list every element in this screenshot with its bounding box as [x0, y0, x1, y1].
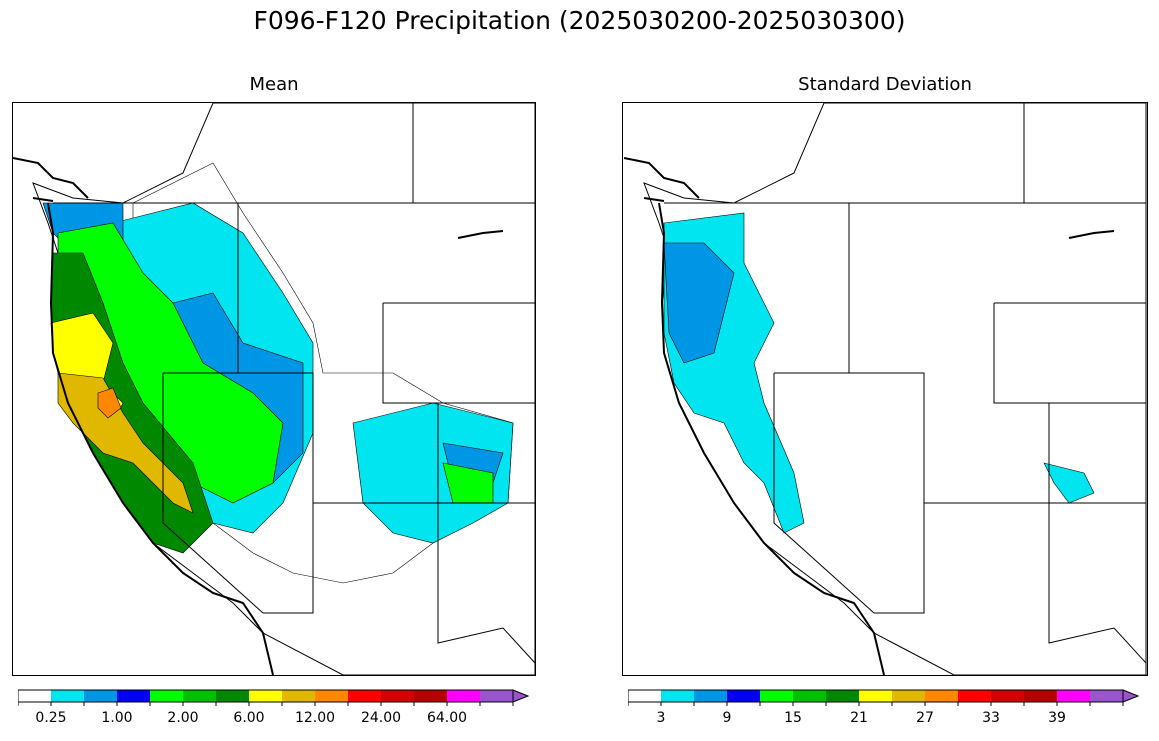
mean-colorbar-segment: [480, 690, 513, 702]
mean-colorbar-label: 12.00: [295, 710, 335, 726]
mean-colorbar-segment: [315, 690, 348, 702]
std-colorbar-segment: [661, 690, 694, 702]
std-colorbar-label: 39: [1048, 710, 1066, 726]
std-colorbar-label: 21: [850, 710, 868, 726]
mean-colorbar-label: 24.00: [361, 710, 401, 726]
std-colorbar-segment: [694, 690, 727, 702]
std-colorbar-segment: [1090, 690, 1123, 702]
mean-colorbar-segment: [216, 690, 249, 702]
puget-sound: [623, 157, 700, 202]
std-colorbar: 3 9 15 21 27 33 39: [628, 689, 1140, 726]
mean-colorbar-label: 6.00: [233, 710, 264, 726]
std-panel-title: Standard Deviation: [798, 74, 972, 95]
mean-colorbar-segment: [381, 690, 414, 702]
basin-region-colorado: [352, 402, 514, 544]
std-colorbar-segment: [958, 690, 991, 702]
std-colorbar-label: 3: [657, 710, 666, 726]
std-colorbar-label: 15: [784, 710, 802, 726]
mean-colorbar-segment: [183, 690, 216, 702]
mean-panel-title: Mean: [249, 74, 299, 95]
mean-colorbar-segment: [18, 690, 51, 702]
mean-colorbar-label: 1.00: [101, 710, 132, 726]
state-boundaries: [53, 103, 535, 664]
std-colorbar-segment: [793, 690, 826, 702]
std-region-blue: [663, 242, 735, 364]
std-colorbar-label: 9: [723, 710, 732, 726]
std-map-svg: [623, 103, 1147, 675]
coastline: [658, 202, 885, 675]
std-colorbar-segment: [892, 690, 925, 702]
great-lake-north: [457, 230, 504, 239]
std-colorbar-label: 33: [982, 710, 1000, 726]
state-boundaries: [664, 103, 1147, 664]
mean-colorbar-segment: [249, 690, 282, 702]
std-colorbar-segment: [925, 690, 958, 702]
std-colorbar-segment: [826, 690, 859, 702]
std-colorbar-segment: [1057, 690, 1090, 702]
mean-map: [12, 102, 536, 676]
std-colorbar-segment: [760, 690, 793, 702]
mean-colorbar-segment: [51, 690, 84, 702]
mean-colorbar-segment: [348, 690, 381, 702]
mean-colorbar-outline: [18, 689, 514, 703]
std-colorbar-label: 27: [916, 710, 934, 726]
great-lake-north: [1068, 230, 1115, 239]
mean-colorbar-segment: [414, 690, 447, 702]
mean-colorbar-segment: [84, 690, 117, 702]
std-region-cyan: [663, 212, 1095, 534]
std-colorbar-segment: [991, 690, 1024, 702]
mean-colorbar: 0.25 1.00 2.00 6.00 12.00 24.00 64.00: [18, 689, 530, 726]
mean-colorbar-segment: [282, 690, 315, 702]
std-colorbar-segment: [727, 690, 760, 702]
mean-colorbar-extend-arrow: [512, 689, 530, 703]
puget-sound: [13, 157, 89, 202]
std-colorbar-segment: [859, 690, 892, 702]
basin-region-orange: [97, 387, 122, 419]
std-map: [622, 102, 1148, 676]
std-colorbar-segment: [628, 690, 661, 702]
mean-colorbar-segment: [447, 690, 480, 702]
figure-title: F096-F120 Precipitation (2025030200-2025…: [253, 6, 906, 35]
coastline: [47, 202, 274, 675]
mean-colorbar-segment: [150, 690, 183, 702]
mean-map-svg: [13, 103, 535, 675]
std-colorbar-segment: [1024, 690, 1057, 702]
mean-colorbar-label: 0.25: [35, 710, 66, 726]
mean-colorbar-label: 64.00: [427, 710, 467, 726]
std-colorbar-extend-arrow: [1122, 689, 1140, 703]
std-colorbar-outline: [628, 689, 1124, 703]
mean-colorbar-label: 2.00: [167, 710, 198, 726]
mean-colorbar-segment: [117, 690, 150, 702]
